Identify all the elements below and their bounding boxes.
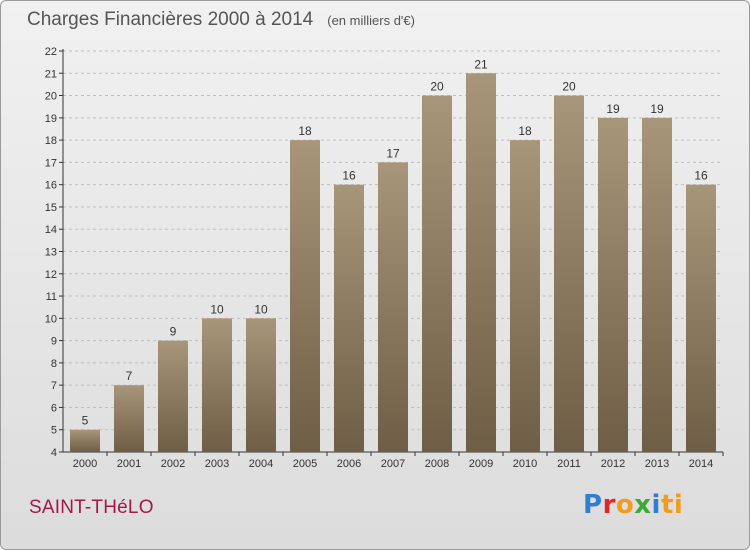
bar-2013 [642,117,672,452]
x-tick-label-2014: 2014 [689,458,713,470]
x-tick-label-2003: 2003 [205,458,229,470]
bar-2010 [510,140,540,452]
y-tick-label: 10 [45,313,57,325]
value-label-2013: 19 [650,102,664,116]
y-tick-label: 19 [45,113,57,125]
value-label-2007: 17 [386,146,400,160]
value-label-2011: 20 [562,80,576,94]
x-tick-label-2007: 2007 [381,458,405,470]
y-tick-label: 16 [45,180,57,192]
bar-2002 [158,340,188,452]
x-tick-label-2011: 2011 [557,458,581,470]
bar-2001 [114,385,144,452]
y-tick-label: 5 [51,425,57,437]
bar-2004 [246,318,276,452]
x-tick-label-2000: 2000 [73,458,97,470]
value-label-2004: 10 [254,302,268,316]
bar-2014 [686,184,716,452]
x-tick-label-2005: 2005 [293,458,317,470]
chart-subtitle: (en milliers d'€) [327,13,415,28]
y-tick-label: 21 [45,68,57,80]
bar-2011 [554,95,584,453]
value-label-2010: 18 [518,124,532,138]
proxiti-logo: Proxiti [583,490,684,520]
y-tick-label: 20 [45,91,57,103]
value-label-2005: 18 [298,124,312,138]
y-tick-label: 17 [45,157,57,169]
y-tick-label: 18 [45,135,57,147]
y-tick-label: 11 [46,291,57,303]
y-tick-label: 13 [45,247,57,259]
bar-2003 [202,318,232,452]
bar-2007 [378,162,408,452]
x-tick-label-2010: 2010 [513,458,537,470]
chart-title-block: Charges Financières 2000 à 2014 (en milli… [27,9,415,31]
x-tick-label-2008: 2008 [425,458,449,470]
y-tick-label: 9 [51,336,57,348]
value-label-2009: 21 [474,57,488,71]
bar-2008 [422,95,452,453]
y-tick-label: 8 [51,358,57,370]
chart-title: Charges Financières 2000 à 2014 [27,9,314,30]
bar-2009 [466,73,496,453]
x-tick-label-2002: 2002 [161,458,185,470]
value-label-2000: 5 [82,414,89,428]
bar-2005 [290,140,320,452]
value-label-2008: 20 [430,80,444,94]
value-label-2014: 16 [694,169,708,183]
y-tick-label: 4 [51,447,57,459]
bar-2000 [70,429,100,452]
x-tick-label-2012: 2012 [601,458,625,470]
y-tick-label: 12 [45,269,57,281]
y-tick-label: 22 [45,46,57,58]
x-tick-label-2004: 2004 [249,458,273,470]
value-label-2006: 16 [342,169,356,183]
y-tick-label: 14 [45,224,57,236]
value-label-2003: 10 [210,302,224,316]
y-tick-label: 15 [45,202,57,214]
commune-name: SAINT-THéLO [29,497,154,518]
value-label-2002: 9 [170,325,177,339]
y-tick-label: 6 [51,402,57,414]
x-tick-label-2006: 2006 [337,458,361,470]
value-label-2012: 19 [606,102,620,116]
bar-2012 [598,117,628,452]
x-tick-label-2009: 2009 [469,458,493,470]
bar-2006 [334,184,364,452]
value-label-2001: 7 [126,369,133,383]
x-tick-label-2013: 2013 [645,458,669,470]
y-tick-label: 7 [51,380,57,392]
x-tick-label-2001: 2001 [117,458,141,470]
